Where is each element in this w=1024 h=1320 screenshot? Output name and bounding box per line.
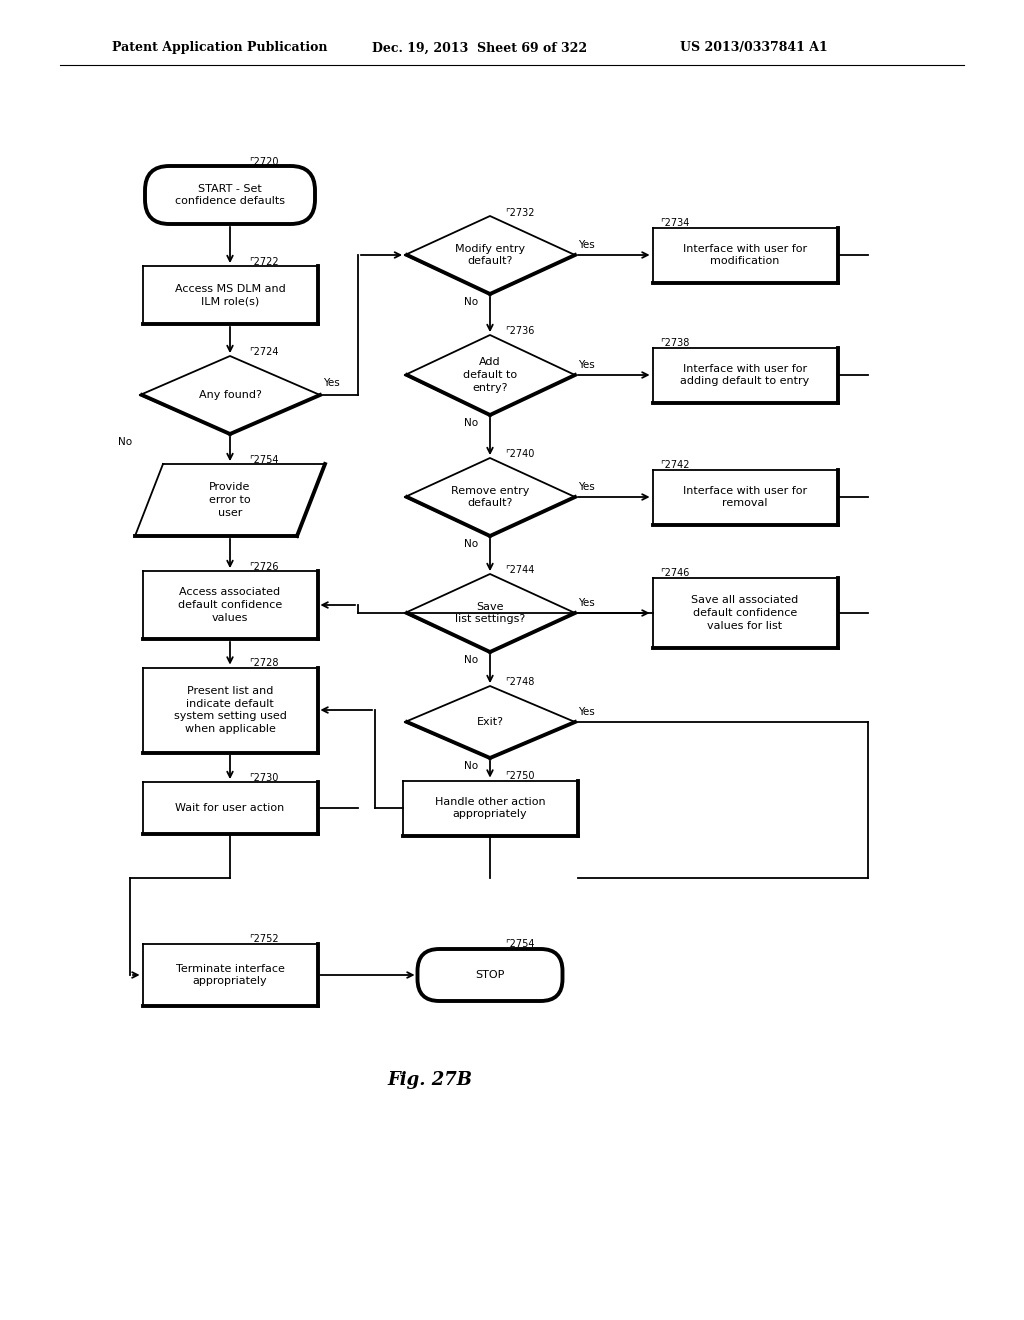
Text: ⌜2742: ⌜2742	[660, 459, 689, 470]
Polygon shape	[142, 572, 317, 639]
Text: ⌜2748: ⌜2748	[505, 677, 535, 686]
Text: ⌜2754: ⌜2754	[505, 939, 535, 949]
Text: Yes: Yes	[578, 360, 595, 370]
Polygon shape	[402, 780, 578, 836]
Polygon shape	[406, 335, 575, 414]
Polygon shape	[135, 465, 325, 536]
Polygon shape	[142, 944, 317, 1006]
Polygon shape	[142, 267, 317, 323]
Text: Wait for user action: Wait for user action	[175, 803, 285, 813]
Text: Exit?: Exit?	[476, 717, 504, 727]
Text: No: No	[118, 437, 132, 447]
Polygon shape	[652, 578, 838, 648]
Polygon shape	[142, 781, 317, 834]
Text: Yes: Yes	[323, 378, 340, 388]
Text: ⌜2720: ⌜2720	[249, 157, 279, 168]
Text: No: No	[464, 297, 478, 308]
Text: ⌜2726: ⌜2726	[249, 562, 279, 572]
Polygon shape	[142, 668, 317, 752]
Text: Remove entry
default?: Remove entry default?	[451, 486, 529, 508]
Text: Interface with user for
modification: Interface with user for modification	[683, 244, 807, 267]
Text: ⌜2738: ⌜2738	[660, 338, 689, 348]
FancyBboxPatch shape	[418, 949, 562, 1001]
Text: Provide
error to
user: Provide error to user	[209, 482, 251, 517]
Text: ⌜2740: ⌜2740	[505, 449, 535, 459]
Text: ⌜2730: ⌜2730	[249, 774, 279, 783]
Polygon shape	[652, 470, 838, 524]
Text: START - Set
confidence defaults: START - Set confidence defaults	[175, 183, 285, 206]
Polygon shape	[652, 227, 838, 282]
Text: Interface with user for
removal: Interface with user for removal	[683, 486, 807, 508]
Text: Yes: Yes	[578, 240, 595, 249]
Text: No: No	[464, 655, 478, 665]
Text: ⌜2734: ⌜2734	[660, 218, 689, 228]
Text: ⌜2724: ⌜2724	[249, 347, 279, 356]
Text: ⌜2752: ⌜2752	[249, 935, 279, 944]
Text: ⌜2750: ⌜2750	[505, 771, 535, 781]
Polygon shape	[406, 458, 575, 536]
Text: No: No	[464, 539, 478, 549]
Polygon shape	[406, 574, 575, 652]
Text: Any found?: Any found?	[199, 389, 261, 400]
Text: Terminate interface
appropriately: Terminate interface appropriately	[175, 964, 285, 986]
Text: ⌜2732: ⌜2732	[505, 209, 535, 218]
Text: ⌜2728: ⌜2728	[249, 657, 279, 668]
Text: Fig. 27B: Fig. 27B	[387, 1071, 472, 1089]
Polygon shape	[652, 347, 838, 403]
FancyBboxPatch shape	[145, 166, 315, 224]
Text: Yes: Yes	[578, 708, 595, 717]
Text: Patent Application Publication: Patent Application Publication	[112, 41, 328, 54]
Text: Modify entry
default?: Modify entry default?	[455, 244, 525, 267]
Text: ⌜2722: ⌜2722	[249, 257, 279, 267]
Text: STOP: STOP	[475, 970, 505, 979]
Text: ⌜2746: ⌜2746	[660, 568, 689, 578]
Text: ⌜2744: ⌜2744	[505, 565, 535, 576]
Text: Yes: Yes	[578, 482, 595, 492]
Text: Yes: Yes	[578, 598, 595, 609]
Polygon shape	[406, 216, 575, 294]
Text: Present list and
indicate default
system setting used
when applicable: Present list and indicate default system…	[173, 686, 287, 734]
Polygon shape	[140, 356, 319, 434]
Text: Access MS DLM and
ILM role(s): Access MS DLM and ILM role(s)	[175, 284, 286, 306]
Text: Handle other action
appropriately: Handle other action appropriately	[434, 796, 546, 820]
Text: Dec. 19, 2013  Sheet 69 of 322: Dec. 19, 2013 Sheet 69 of 322	[372, 41, 587, 54]
Text: No: No	[464, 418, 478, 428]
Text: Interface with user for
adding default to entry: Interface with user for adding default t…	[680, 363, 810, 387]
Text: No: No	[464, 762, 478, 771]
Text: Add
default to
entry?: Add default to entry?	[463, 358, 517, 393]
Text: ⌜2736: ⌜2736	[505, 326, 535, 337]
Text: Save
list settings?: Save list settings?	[455, 602, 525, 624]
Text: Save all associated
default confidence
values for list: Save all associated default confidence v…	[691, 595, 799, 631]
Text: US 2013/0337841 A1: US 2013/0337841 A1	[680, 41, 827, 54]
Text: Access associated
default confidence
values: Access associated default confidence val…	[178, 587, 283, 623]
Text: ⌜2754: ⌜2754	[249, 455, 279, 465]
Polygon shape	[406, 686, 575, 758]
